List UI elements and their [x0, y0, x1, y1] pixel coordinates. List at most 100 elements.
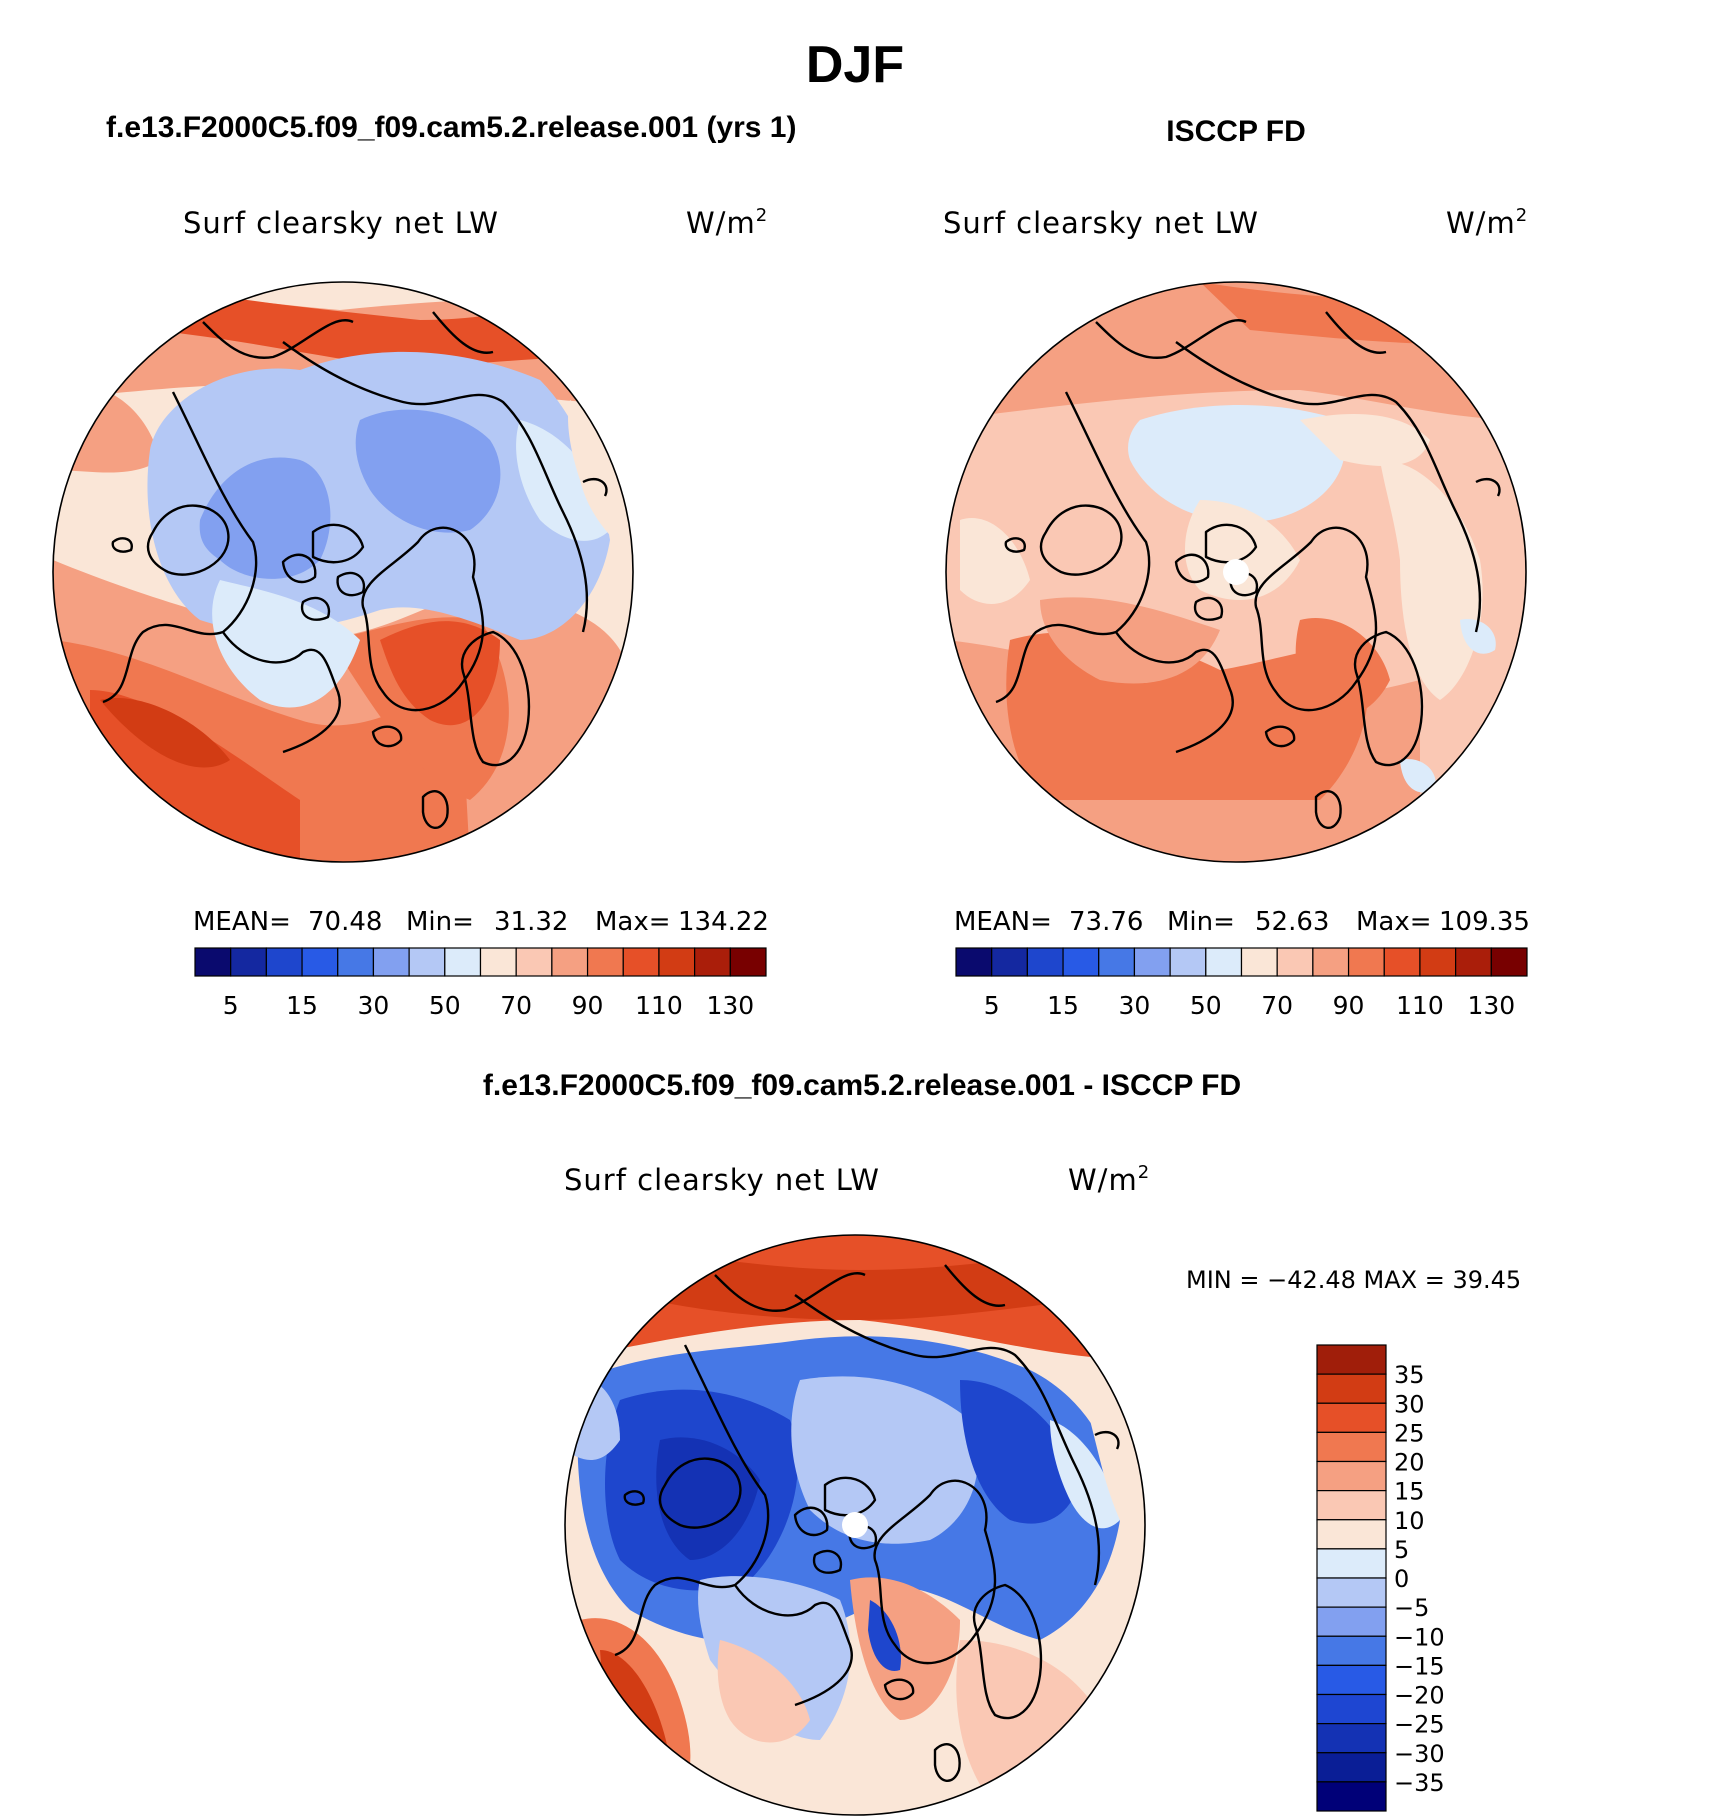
panel-a-min-value: 31.32 — [494, 907, 568, 937]
panel-a-colorbar-box — [444, 947, 482, 977]
panel-a-colorbar-box — [729, 947, 767, 977]
diff-panel-variable: Surf clearsky net LW — [564, 1163, 880, 1197]
panel-b-colorbar-tick-label: 50 — [1190, 991, 1222, 1020]
diff-colorbar-box — [1316, 1693, 1387, 1725]
diff-colorbar-box — [1316, 1664, 1387, 1696]
panel-b-colorbar-box — [1347, 947, 1385, 977]
panel-a-map — [52, 281, 634, 863]
diff-colorbar-tick-label: −15 — [1394, 1652, 1445, 1680]
diff-colorbar-tick-label: 5 — [1394, 1536, 1409, 1564]
diff-colorbar-tick-label: −20 — [1394, 1682, 1445, 1710]
figure-title: DJF — [806, 36, 904, 94]
diff-panel-minmax: MIN = −42.48 MAX = 39.45 — [1186, 1266, 1521, 1294]
panel-a-colorbar-box — [622, 947, 660, 977]
diff-colorbar-box — [1316, 1635, 1387, 1666]
panel-b-mean-value: 73.76 — [1069, 907, 1143, 937]
panel-a-max-value: 134.22 — [678, 907, 769, 937]
panel-b-colorbar-box — [1062, 947, 1100, 977]
panel-a-colorbar-tick-label: 15 — [286, 991, 318, 1020]
diff-colorbar-tick-label: −35 — [1394, 1769, 1445, 1797]
panel-b-min-label: Min= — [1167, 907, 1235, 937]
panel-b-colorbar-tick-label: 90 — [1333, 991, 1365, 1020]
panel-a-colorbar-box — [265, 947, 303, 977]
panel-b-colorbar-box — [1133, 947, 1171, 977]
diff-colorbar-tick-label: −5 — [1394, 1594, 1429, 1622]
panel-a-colorbar-box — [694, 947, 731, 977]
panel-a-colorbar-box — [479, 947, 517, 977]
panel-a-mean-label: MEAN= — [193, 907, 291, 937]
panel-b-max-value: 109.35 — [1439, 907, 1530, 937]
panel-a-colorbar-tick-label: 5 — [223, 991, 239, 1020]
diff-colorbar-tick-label: 25 — [1394, 1419, 1425, 1447]
panel-b-colorbar-box — [1490, 947, 1528, 977]
panel-b-colorbar-tick-label: 130 — [1467, 991, 1515, 1020]
diff-panel-map — [564, 1234, 1146, 1816]
panel-a-colorbar-tick-label: 30 — [358, 991, 390, 1020]
panel-a-colorbar-box — [372, 947, 410, 977]
diff-colorbar-box — [1316, 1402, 1387, 1433]
panel-a-colorbar-box — [337, 947, 375, 977]
panel-b-map — [945, 281, 1527, 863]
panel-a-colorbar-box — [301, 947, 339, 977]
diff-colorbar-box — [1316, 1519, 1387, 1550]
diff-colorbar-box — [1316, 1490, 1387, 1521]
panel-b-colorbar-tick-label: 15 — [1047, 991, 1079, 1020]
panel-b-colorbar-box — [1205, 947, 1243, 977]
diff-colorbar-box — [1316, 1344, 1387, 1375]
panel-b-min-value: 52.63 — [1255, 907, 1329, 937]
panel-b-max-label: Max= — [1356, 907, 1432, 937]
panel-a-colorbar-tick-label: 70 — [500, 991, 532, 1020]
panel-b-colorbar-box — [1240, 947, 1278, 977]
panel-b-colorbar-box — [1098, 947, 1136, 977]
panel-b-colorbar: 5 15 30 50 70 90 110 130 — [955, 947, 1528, 1020]
diff-colorbar-tick-label: 15 — [1394, 1478, 1425, 1506]
diff-colorbar-box — [1316, 1752, 1387, 1783]
panel-a-header: f.e13.F2000C5.f09_f09.cam5.2.release.001… — [106, 111, 796, 144]
diff-colorbar-tick-label: 0 — [1394, 1565, 1409, 1593]
diff-colorbar-tick-label: 35 — [1394, 1361, 1425, 1389]
panel-a-colorbar-box — [515, 947, 553, 977]
diff-colorbar-box — [1316, 1460, 1387, 1492]
diff-colorbar-tick-label: 20 — [1394, 1449, 1425, 1477]
panel-b-colorbar-box — [1312, 947, 1350, 977]
diff-colorbar-tick-label: −30 — [1394, 1740, 1445, 1768]
diff-colorbar-box — [1316, 1373, 1387, 1404]
panel-b-colorbar-box — [955, 947, 993, 977]
diff-colorbar-tick-label: 10 — [1394, 1507, 1425, 1535]
panel-b-colorbar-box — [1383, 947, 1421, 977]
diff-colorbar-box — [1316, 1606, 1387, 1637]
panel-b-colorbar-box — [1455, 947, 1492, 977]
panel-a-colorbar-tick-label: 90 — [572, 991, 604, 1020]
diff-colorbar-box — [1316, 1431, 1387, 1463]
diff-panel-units: W/m2 — [1068, 1162, 1150, 1197]
diff-colorbar-box — [1316, 1781, 1387, 1812]
panel-a-colorbar-tick-label: 130 — [706, 991, 754, 1020]
panel-b-colorbar-box — [1026, 947, 1064, 977]
panel-b-stats: MEAN= 73.76 Min= 52.63 Max= 109.35 — [954, 907, 1530, 937]
panel-b-colorbar-box — [1419, 947, 1457, 977]
panel-a-colorbar-box — [194, 947, 232, 977]
panel-b-mean-label: MEAN= — [954, 907, 1052, 937]
panel-b-colorbar-box — [991, 947, 1028, 977]
panel-a-colorbar-box — [230, 947, 267, 977]
diff-colorbar-tick-label: −10 — [1394, 1623, 1445, 1651]
panel-b-colorbar-tick-label: 70 — [1261, 991, 1293, 1020]
panel-a-stats: MEAN= 70.48 Min= 31.32 Max= 134.22 — [193, 907, 769, 937]
panel-b-header: ISCCP FD — [1166, 115, 1305, 148]
panel-a-colorbar-box — [551, 947, 589, 977]
panel-a-colorbar-box — [586, 947, 624, 977]
panel-a-colorbar-tick-label: 50 — [429, 991, 461, 1020]
panel-b-units: W/m2 — [1446, 205, 1528, 240]
panel-a-colorbar: 5 15 30 50 70 90 110 130 — [194, 947, 767, 1020]
panel-b-colorbar-tick-label: 30 — [1119, 991, 1151, 1020]
panel-b-colorbar-tick-label: 5 — [984, 991, 1000, 1020]
diff-colorbar-box — [1316, 1723, 1387, 1754]
panel-a-min-label: Min= — [406, 907, 474, 937]
panel-a-units: W/m2 — [686, 205, 768, 240]
panel-b-colorbar-tick-label: 110 — [1396, 991, 1444, 1020]
panel-b-colorbar-box — [1276, 947, 1314, 977]
diff-panel-header: f.e13.F2000C5.f09_f09.cam5.2.release.001… — [483, 1069, 1241, 1102]
diff-colorbar-tick-label: −25 — [1394, 1711, 1445, 1739]
